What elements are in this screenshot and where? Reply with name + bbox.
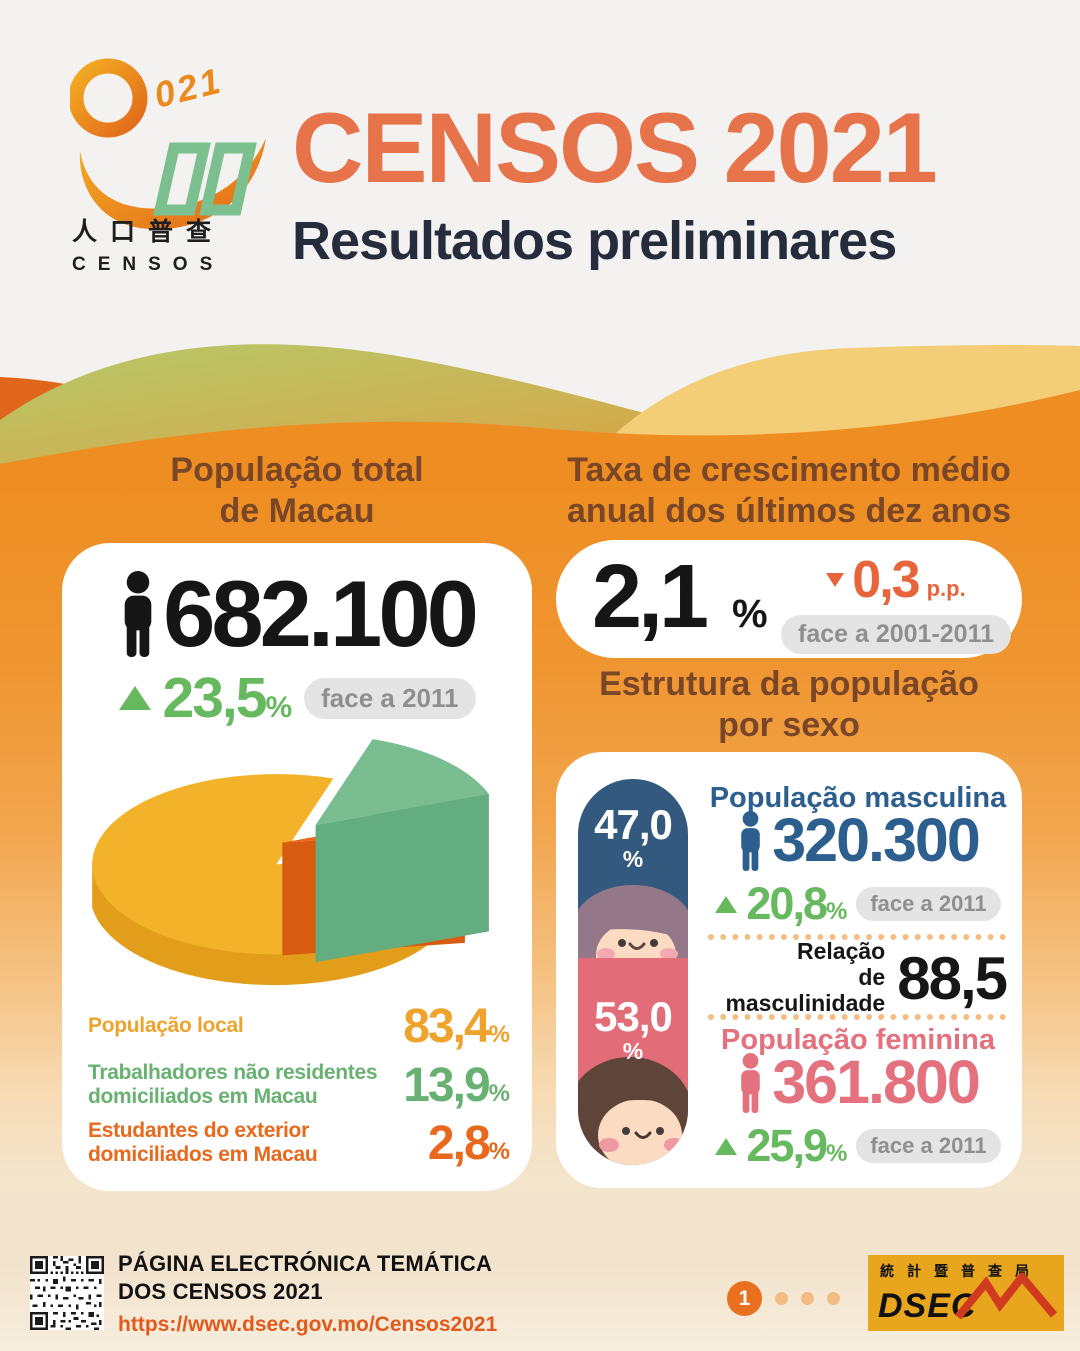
page-dot: [775, 1292, 788, 1305]
logo-digits: 021: [150, 59, 227, 115]
up-triangle-icon: [715, 1137, 738, 1155]
heading-line: População total: [170, 451, 424, 489]
legend-value: 2,8%: [427, 1116, 510, 1170]
page-title: CENSOS 2021: [292, 92, 938, 203]
dsec-acronym: DSEC: [878, 1287, 977, 1325]
male-person-icon: [737, 811, 764, 871]
total-growth-row: 23,5% face a 2011: [62, 665, 532, 731]
down-triangle-icon: [826, 573, 845, 587]
female-population-row: 361.800: [704, 1052, 1012, 1113]
legend-value: 83,4%: [403, 999, 510, 1053]
logo-latin-text: CENSOS: [72, 254, 224, 275]
male-population-row: 320.300: [704, 810, 1012, 871]
male-population-label: População masculina: [709, 782, 1007, 814]
person-icon: [119, 571, 157, 657]
masculinity-ratio-label: Relação de masculinidade: [725, 938, 886, 1016]
population-composition-pie-chart: [92, 739, 489, 986]
male-share: 47,0%: [594, 801, 673, 872]
heading-line: Taxa de crescimento médio: [567, 451, 1011, 489]
legend-label: Estudantes do exterior domiciliados em Ma…: [88, 1118, 318, 1166]
qr-code: [30, 1256, 104, 1330]
total-population-value: 682.100: [163, 561, 479, 666]
up-triangle-icon: [118, 686, 151, 710]
dotted-divider: [708, 1014, 1006, 1020]
percent-sign: %: [265, 691, 293, 724]
heading-line: anual dos últimos dez anos: [567, 491, 1011, 530]
footer-line-2: DOS CENSOS 2021: [118, 1279, 323, 1305]
legend-row-local-population: População local 83,4%: [88, 998, 510, 1054]
growth-delta-row: 0,3 p.p.: [826, 550, 966, 610]
footer-text-block: PÁGINA ELECTRÓNICA TEMÁTICA DOS CENSOS 2…: [118, 1250, 497, 1337]
masculinity-ratio-value: 88,5: [897, 944, 1008, 1012]
female-person-icon: [737, 1053, 764, 1113]
total-growth-value: 23,5%: [162, 666, 293, 730]
comparison-note-pill: face a 2011: [856, 1129, 1001, 1163]
male-growth-value: 20,8%: [746, 878, 848, 929]
female-population-value: 361.800: [772, 1048, 980, 1116]
logo-green-glyphs: [153, 142, 257, 216]
dsec-zigzag-icon: [956, 1273, 1058, 1320]
legend-row-non-resident-workers: Trabalhadores não residentes domiciliados…: [88, 1056, 510, 1114]
growth-rate-card: 2,1 % 0,3 p.p. face a 2001-2011: [556, 540, 1022, 658]
section-heading-total-population: População total de Macau: [62, 450, 532, 532]
comparison-note-pill: face a 2001-2011: [781, 615, 1012, 654]
male-growth-row: 20,8% face a 2011: [704, 878, 1012, 930]
growth-rate-value: 2,1: [592, 547, 709, 647]
pie-green-slice: [315, 739, 489, 963]
page-dot: [827, 1292, 840, 1305]
female-face-illustration: [578, 1057, 688, 1165]
male-face-illustration: [578, 885, 688, 958]
page-indicator: 1: [727, 1281, 840, 1316]
dotted-divider: [708, 934, 1006, 940]
growth-delta-value: 0,3: [852, 551, 920, 609]
legend-value: 13,9%: [403, 1058, 510, 1112]
female-growth-value: 25,9%: [746, 1120, 848, 1171]
footer-line-1: PÁGINA ELECTRÓNICA TEMÁTICA: [118, 1251, 493, 1276]
total-population-row: 682.100: [62, 567, 532, 661]
page-dot: [801, 1292, 814, 1305]
section-heading-sex-structure: Estrutura da população por sexo: [548, 664, 1030, 746]
male-population-value: 320.300: [772, 806, 980, 874]
up-triangle-icon: [715, 895, 738, 913]
percent-sign: %: [732, 592, 768, 636]
legend-label: Trabalhadores não residentes domiciliados…: [88, 1060, 378, 1108]
page-subtitle: Resultados preliminares: [292, 211, 897, 271]
page-number-badge: 1: [727, 1281, 762, 1316]
census-website-url[interactable]: https://www.dsec.gov.mo/Censos2021: [118, 1313, 498, 1337]
legend-label: População local: [88, 1013, 244, 1037]
masculinity-ratio-block: Relação de masculinidade 88,5: [704, 939, 1008, 1016]
section-heading-growth-rate: Taxa de crescimento médio anual dos últi…: [548, 450, 1030, 532]
heading-line: Estrutura da população: [599, 665, 979, 703]
female-population-label: População feminina: [721, 1024, 995, 1056]
censos-2021-logo: 021 人口普查 CENSOS: [68, 56, 284, 288]
total-population-card: 682.100 23,5% face a 2011: [62, 543, 532, 1191]
heading-line: por sexo: [718, 705, 860, 744]
comparison-note-pill: face a 2011: [856, 887, 1001, 921]
pp-sign: p.p.: [926, 576, 966, 601]
female-share: 53,0%: [594, 993, 673, 1064]
female-growth-row: 25,9% face a 2011: [704, 1120, 1012, 1172]
sex-structure-card: 47,0% 53,0% População masculina 320.300 …: [556, 752, 1022, 1188]
comparison-note-pill: face a 2011: [304, 677, 476, 719]
logo-chinese-text: 人口普查: [72, 217, 224, 246]
dsec-chinese-name: 統計暨普查局: [880, 1263, 1042, 1279]
heading-line: de Macau: [219, 491, 375, 530]
growth-delta-block: 0,3 p.p. face a 2001-2011: [781, 550, 1012, 654]
background-waves-decoration: [0, 344, 1080, 490]
legend-row-external-students: Estudantes do exterior domiciliados em Ma…: [88, 1114, 510, 1172]
dsec-logo: 統計暨普查局 DSEC: [868, 1255, 1064, 1331]
sex-share-capsule: [578, 779, 688, 1165]
